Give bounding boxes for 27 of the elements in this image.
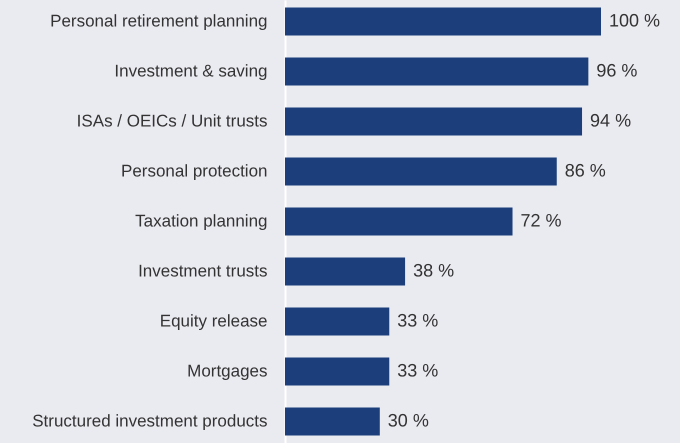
data-label: 33 % bbox=[397, 310, 438, 330]
bar bbox=[285, 158, 557, 186]
bar bbox=[285, 358, 390, 386]
bar bbox=[285, 108, 582, 136]
data-label: 33 % bbox=[397, 360, 438, 380]
data-label: 72 % bbox=[520, 210, 562, 230]
bar bbox=[285, 208, 513, 236]
data-label: 94 % bbox=[590, 110, 632, 130]
y-tick-label: ISAs / OEICs / Unit trusts bbox=[76, 112, 268, 130]
y-tick-label: Personal retirement planning bbox=[50, 12, 268, 30]
data-label: 30 % bbox=[388, 410, 429, 430]
bar bbox=[285, 58, 588, 86]
data-label: 86 % bbox=[564, 160, 606, 180]
y-tick-label: Equity release bbox=[160, 312, 268, 330]
bar bbox=[285, 408, 380, 436]
bar bbox=[285, 258, 406, 286]
y-tick-label: Personal protection bbox=[121, 162, 268, 180]
y-tick-label: Mortgages bbox=[187, 362, 268, 380]
data-label: 38 % bbox=[413, 260, 454, 280]
y-tick-label: Investment trusts bbox=[138, 262, 268, 280]
y-tick-label: Structured investment products bbox=[32, 412, 268, 430]
data-label: 100 % bbox=[609, 10, 660, 30]
bar bbox=[285, 308, 390, 336]
y-tick-label: Taxation planning bbox=[135, 212, 268, 230]
data-label: 96 % bbox=[596, 60, 638, 80]
y-tick-label: Investment & saving bbox=[114, 62, 268, 80]
bar bbox=[285, 8, 601, 36]
